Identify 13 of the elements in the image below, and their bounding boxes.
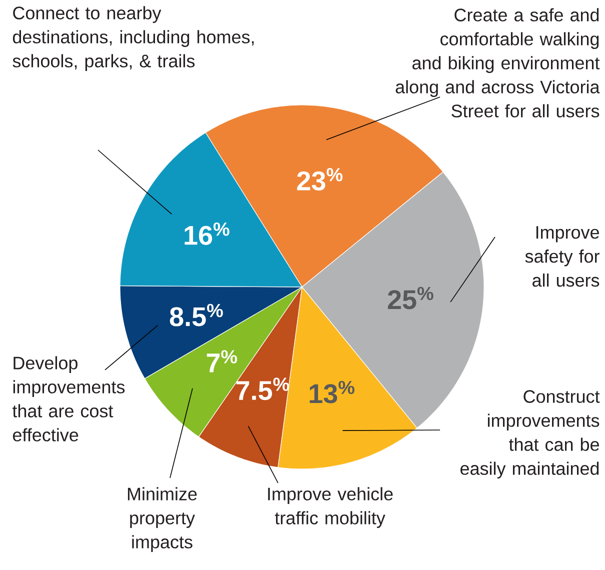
slice-label: Develop improvements that are cost effective <box>12 356 125 442</box>
slice-label: Improve safety for all users <box>525 226 600 287</box>
data-label: 7$^{%}$ <box>206 350 238 372</box>
slice-label: Construct improvements that can be easily maintained <box>460 390 600 478</box>
data-label: 23$^{%}$ <box>297 168 343 190</box>
data-label: 16$^{%}$ <box>184 222 230 245</box>
data-label: 25$^{%}$ <box>388 286 434 310</box>
slice-label: Connect to nearby destinations, including homes, schools, parks, & trails <box>12 6 254 71</box>
slice-label: Improve vehicle traffic mobility <box>268 487 393 528</box>
slice-label: Create a safe and comfortable walking and biking environment along and across Victoria Street for all users <box>396 8 600 118</box>
data-label: 8.5$^{%}$ <box>170 304 223 326</box>
slice-label: Minimize property impacts <box>128 487 197 552</box>
data-label: 13$^{%}$ <box>310 380 354 404</box>
